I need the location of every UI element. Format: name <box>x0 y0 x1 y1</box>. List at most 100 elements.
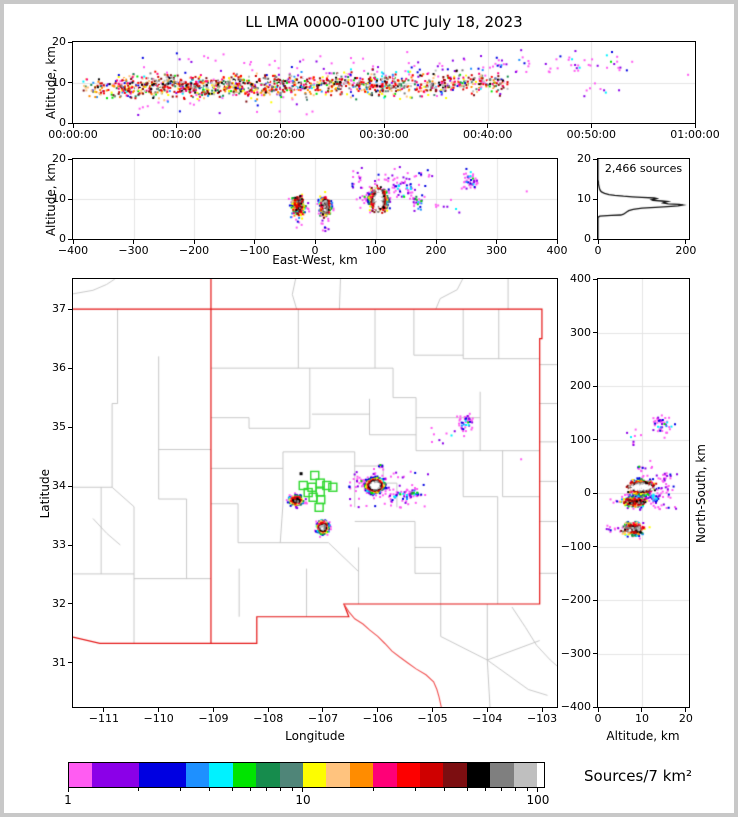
colorbar-tick-label: 1 <box>64 793 72 807</box>
colorbar-segment <box>326 763 350 787</box>
y-tick-label: −200 <box>560 593 591 606</box>
x-tick-label: 00:40:00 <box>462 128 513 141</box>
x-tick-mark <box>694 124 696 128</box>
colorbar-tick-mark <box>302 788 304 792</box>
map-ylabel: Latitude <box>38 468 52 518</box>
x-tick-label: 00:30:00 <box>359 128 409 141</box>
x-tick-mark <box>641 708 643 712</box>
colorbar-segment <box>349 763 374 787</box>
x-tick-mark <box>212 708 214 712</box>
colorbar-segment <box>186 763 210 787</box>
altitude-histogram-panel: 2,466 sources <box>597 158 690 240</box>
colorbar-segment <box>69 763 93 787</box>
colorbar-segment <box>513 763 538 787</box>
x-tick-label: 200 <box>425 244 447 257</box>
y-tick-label: 37 <box>52 302 66 316</box>
x-tick-label: −104 <box>472 712 503 725</box>
x-tick-label: −100 <box>239 244 270 257</box>
y-tick-label: 20 <box>52 35 66 48</box>
y-tick-mark <box>593 492 597 494</box>
y-tick-mark <box>68 426 72 428</box>
x-tick-label: 0 <box>311 244 319 257</box>
x-tick-mark <box>176 124 178 128</box>
x-tick-label: 00:20:00 <box>255 128 306 141</box>
x-tick-label: 200 <box>675 244 697 257</box>
y-tick-mark <box>593 198 597 200</box>
colorbar-minor-tick-mark <box>250 788 252 791</box>
ns-panel-xlabel: Altitude, km <box>606 729 680 743</box>
map-xlabel: Longitude <box>285 729 345 743</box>
colorbar-minor-tick-mark <box>179 788 181 791</box>
colorbar-minor-tick-mark <box>414 788 416 791</box>
x-tick-mark <box>541 708 543 712</box>
x-tick-mark <box>377 708 379 712</box>
y-tick-mark <box>593 158 597 160</box>
y-tick-mark <box>68 485 72 487</box>
colorbar-tick-label: 100 <box>526 793 550 807</box>
y-tick-mark <box>593 332 597 333</box>
x-tick-mark <box>314 240 316 244</box>
colorbar <box>68 762 545 788</box>
x-tick-label: 00:50:00 <box>566 128 617 141</box>
y-tick-mark <box>68 122 72 124</box>
x-tick-mark <box>486 708 488 712</box>
y-tick-mark <box>593 439 597 440</box>
colorbar-minor-tick-mark <box>501 788 503 791</box>
x-tick-label: 10 <box>634 712 649 725</box>
x-tick-mark <box>72 124 74 128</box>
map-panel <box>72 278 558 708</box>
time-height-panel <box>72 41 696 124</box>
map-canvas <box>73 279 557 707</box>
y-tick-mark <box>68 603 72 605</box>
colorbar-segment <box>373 763 397 787</box>
colorbar-segment <box>420 763 444 787</box>
x-tick-label: −300 <box>118 244 149 257</box>
x-tick-label: −200 <box>178 244 210 257</box>
x-tick-mark <box>72 240 74 244</box>
colorbar-tick-label: 10 <box>295 793 311 807</box>
colorbar-segment <box>443 763 467 787</box>
colorbar-segment <box>466 763 491 787</box>
y-tick-label: −300 <box>560 646 591 660</box>
x-tick-label: −109 <box>198 712 229 725</box>
y-tick-mark <box>593 599 597 601</box>
x-tick-label: 0 <box>594 244 602 257</box>
x-tick-label: −110 <box>143 712 174 725</box>
y-tick-label: 400 <box>570 272 591 285</box>
north-south-scatter-canvas <box>598 279 689 707</box>
y-tick-label: −400 <box>560 700 591 713</box>
colorbar-minor-tick-mark <box>138 788 140 791</box>
colorbar-minor-tick-mark <box>373 788 375 791</box>
ew-panel-xlabel: East-West, km <box>272 253 358 267</box>
y-tick-mark <box>68 308 72 310</box>
east-west-height-panel <box>72 158 558 240</box>
colorbar-minor-tick-mark <box>485 788 487 791</box>
y-tick-mark <box>593 706 597 708</box>
colorbar-tick-mark <box>67 788 69 792</box>
x-tick-label: −108 <box>253 712 284 725</box>
x-tick-mark <box>496 240 497 244</box>
colorbar-label: Sources/7 km² <box>584 767 693 785</box>
colorbar-segment <box>232 763 257 787</box>
y-tick-mark <box>68 41 72 43</box>
colorbar-tick-mark <box>537 788 539 792</box>
y-tick-label: 300 <box>570 325 591 339</box>
colorbar-minor-tick-mark <box>208 788 210 791</box>
y-tick-label: 100 <box>570 432 591 446</box>
y-tick-mark <box>593 278 597 280</box>
east-west-scatter-canvas <box>73 159 557 239</box>
x-tick-label: −105 <box>417 712 448 725</box>
y-tick-label: 31 <box>52 655 66 669</box>
y-tick-label: 200 <box>570 379 591 392</box>
colorbar-minor-tick-mark <box>279 788 281 791</box>
x-tick-label: −400 <box>57 244 89 257</box>
colorbar-segment <box>396 763 421 787</box>
y-tick-label: 0 <box>59 116 66 129</box>
colorbar-minor-tick-mark <box>266 788 268 791</box>
y-tick-mark <box>593 385 597 387</box>
y-tick-label: 20 <box>577 152 591 165</box>
x-tick-label: −103 <box>526 712 558 725</box>
x-tick-label: −107 <box>307 712 339 725</box>
x-tick-label: 300 <box>486 244 507 257</box>
y-tick-label: 0 <box>59 232 66 245</box>
